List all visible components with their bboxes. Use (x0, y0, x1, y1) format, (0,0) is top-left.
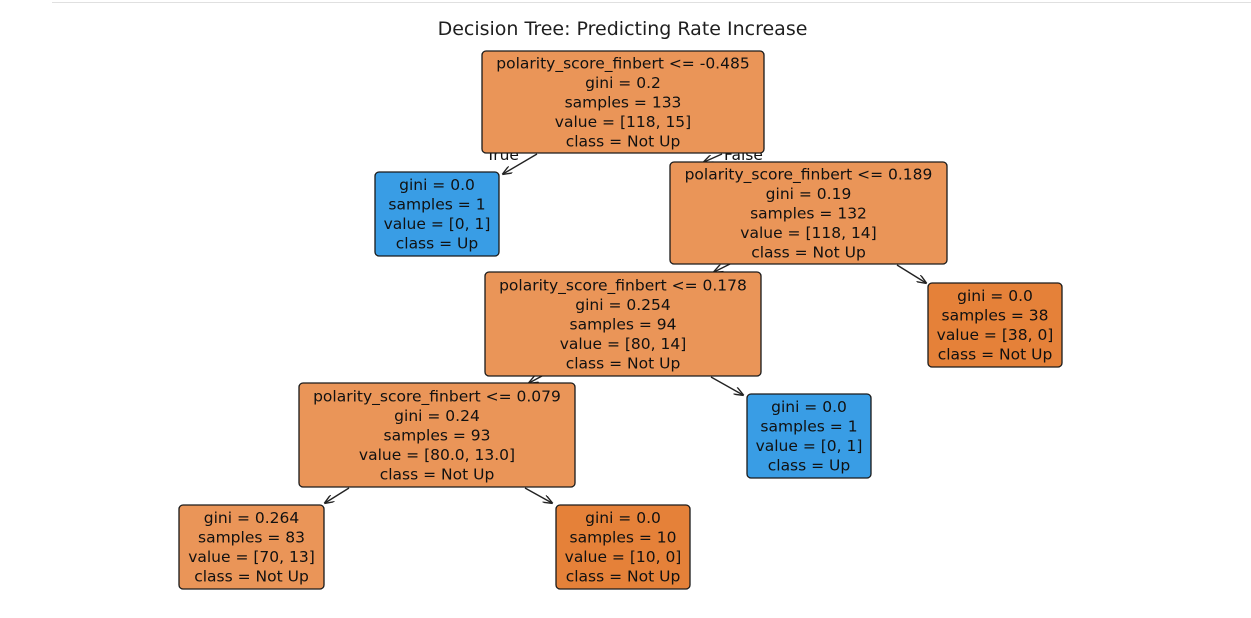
cell-top-border (52, 0, 1251, 3)
edge-n3-n6 (710, 376, 743, 395)
node-line: class = Not Up (566, 132, 681, 150)
node-line: class = Up (768, 457, 851, 475)
node-line: class = Not Up (380, 465, 495, 483)
node-line: value = [38, 0] (937, 326, 1054, 344)
node-line: class = Not Up (751, 243, 866, 261)
node-line: gini = 0.2 (585, 74, 661, 92)
node-box (298, 382, 576, 488)
node-line: gini = 0.264 (204, 509, 300, 527)
node-line: samples = 1 (760, 418, 857, 436)
node-line: polarity_score_finbert <= 0.189 (685, 165, 933, 184)
node-line: samples = 83 (198, 529, 305, 547)
node-line: polarity_score_finbert <= -0.485 (496, 54, 749, 73)
node-line: samples = 133 (565, 93, 682, 111)
node-line: value = [10, 0] (565, 548, 682, 566)
node-line: polarity_score_finbert <= 0.178 (499, 276, 747, 295)
edge-n5-n7 (325, 487, 350, 503)
node-line: gini = 0.254 (575, 296, 671, 314)
node-line: class = Not Up (566, 568, 681, 586)
node-box (481, 50, 765, 154)
node-box (374, 171, 500, 257)
node-line: value = [80.0, 13.0] (359, 446, 515, 464)
node-line: value = [0, 1] (384, 215, 491, 233)
node-line: class = Not Up (566, 354, 681, 372)
node-line: samples = 93 (384, 426, 491, 444)
node-line: gini = 0.19 (766, 185, 852, 203)
node-line: samples = 94 (570, 315, 677, 333)
chart-title: Decision Tree: Predicting Rate Increase (437, 18, 808, 40)
edge-n2-n4 (896, 264, 926, 283)
node-line: class = Up (396, 235, 479, 253)
node-box (178, 504, 325, 590)
node-box (484, 271, 762, 377)
edge-n2-n3 (714, 263, 731, 272)
node-line: value = [118, 14] (740, 224, 876, 242)
node-box (746, 393, 872, 479)
node-line: class = Not Up (938, 346, 1053, 364)
node-box (927, 282, 1063, 368)
edge-n5-n8 (524, 487, 552, 503)
node-line: samples = 10 (570, 529, 677, 547)
node-line: samples = 1 (388, 196, 485, 214)
edge-n3-n5 (529, 376, 543, 383)
node-line: samples = 38 (942, 307, 1049, 325)
node-line: polarity_score_finbert <= 0.079 (313, 387, 561, 406)
edge-n0-n2 (704, 153, 723, 162)
node-box (555, 504, 691, 590)
node-line: gini = 0.24 (394, 407, 480, 425)
node-line: value = [0, 1] (756, 437, 863, 455)
edge-n0-n1 (503, 153, 538, 174)
node-line: gini = 0.0 (399, 176, 475, 194)
node-line: value = [80, 14] (560, 335, 687, 353)
node-line: gini = 0.0 (957, 287, 1033, 305)
node-line: value = [118, 15] (555, 113, 691, 131)
node-line: class = Not Up (194, 568, 309, 586)
node-line: gini = 0.0 (771, 398, 847, 416)
node-line: value = [70, 13] (188, 548, 315, 566)
node-line: samples = 132 (750, 204, 867, 222)
node-box (669, 161, 948, 265)
node-line: gini = 0.0 (585, 509, 661, 527)
